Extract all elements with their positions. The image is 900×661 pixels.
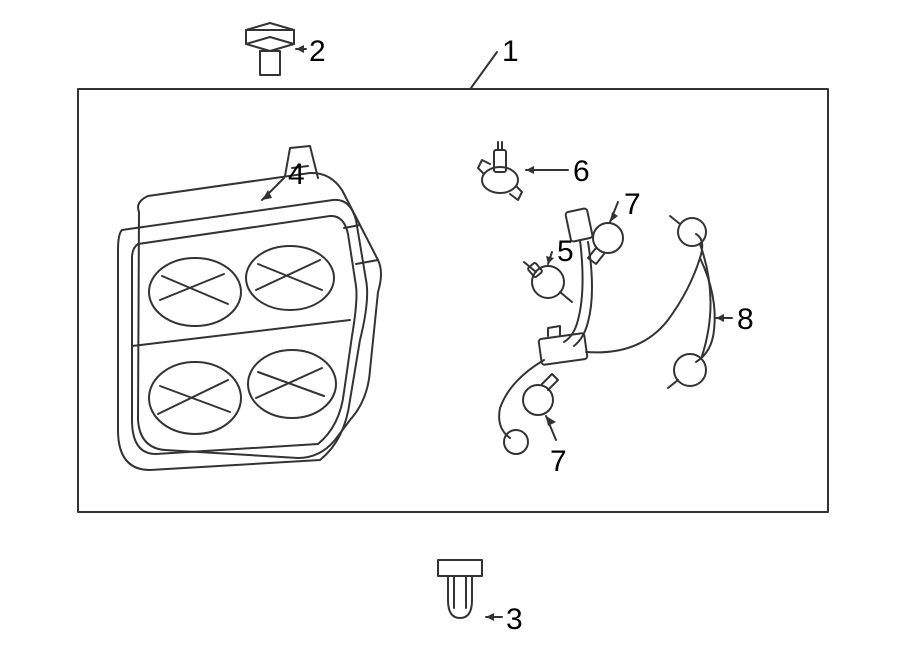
callout-5: 5 bbox=[557, 235, 574, 269]
wiring-harness bbox=[499, 208, 715, 454]
diagram-svg bbox=[0, 0, 900, 661]
headlamp-housing bbox=[118, 146, 381, 470]
bulb-upper bbox=[588, 223, 623, 264]
bolt-part bbox=[246, 23, 294, 75]
socket-lock bbox=[478, 142, 522, 200]
clip-part bbox=[438, 560, 482, 618]
assembly-frame bbox=[78, 89, 828, 512]
callout-2: 2 bbox=[309, 35, 326, 69]
callout-8: 8 bbox=[737, 303, 754, 337]
callout-3: 3 bbox=[506, 603, 523, 637]
callout-6: 6 bbox=[573, 155, 590, 189]
callout-7-upper: 7 bbox=[624, 188, 641, 222]
callout-4: 4 bbox=[288, 158, 305, 192]
callout-7-lower: 7 bbox=[550, 445, 567, 479]
bulb-lower bbox=[523, 374, 558, 415]
parts-diagram: 1 2 3 4 5 6 7 7 8 bbox=[0, 0, 900, 661]
callout-1: 1 bbox=[502, 35, 519, 69]
